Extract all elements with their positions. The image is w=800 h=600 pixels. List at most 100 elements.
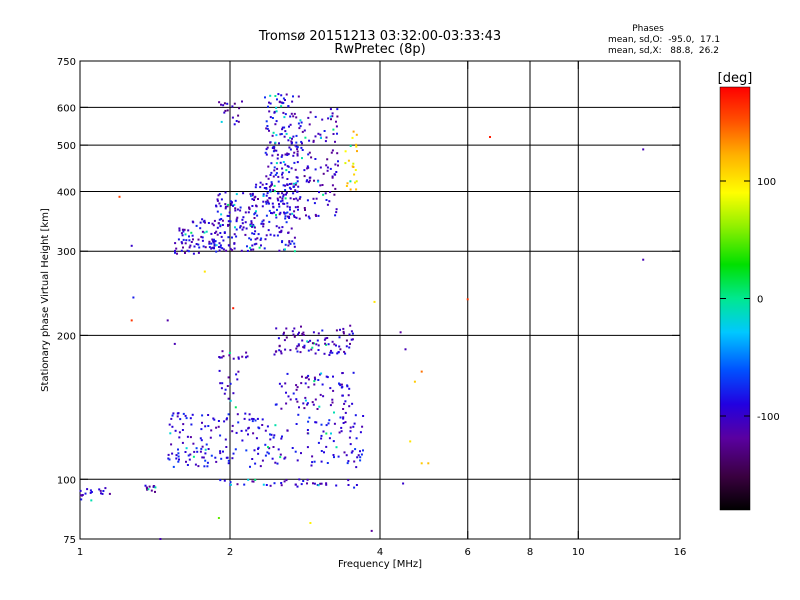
data-point <box>184 451 187 453</box>
data-point <box>225 446 228 448</box>
data-point <box>352 162 355 165</box>
data-point <box>313 376 316 379</box>
data-point <box>193 245 196 248</box>
data-point <box>318 405 321 408</box>
data-point <box>283 457 286 460</box>
data-point <box>233 247 236 250</box>
data-point <box>174 249 176 252</box>
data-point <box>279 133 282 136</box>
data-point <box>295 116 298 119</box>
data-point <box>336 152 339 155</box>
data-point <box>245 351 248 354</box>
data-point <box>267 105 269 108</box>
data-point <box>262 200 265 203</box>
data-point <box>283 135 286 138</box>
data-point <box>332 128 335 131</box>
data-point <box>171 425 174 428</box>
data-point <box>207 448 210 450</box>
data-point <box>302 331 305 334</box>
data-point <box>399 331 402 334</box>
data-point <box>306 167 309 170</box>
data-point <box>328 419 331 422</box>
data-point <box>344 411 347 414</box>
data-point <box>348 387 351 390</box>
y-tick-label: 200 <box>57 331 76 342</box>
data-point <box>362 449 364 452</box>
data-point <box>261 183 264 186</box>
data-point <box>317 180 320 183</box>
data-point <box>172 412 175 415</box>
data-point <box>216 226 219 229</box>
data-point <box>336 132 338 135</box>
data-point <box>303 346 306 349</box>
data-point <box>274 461 277 464</box>
data-point <box>188 239 191 242</box>
data-point <box>334 187 337 190</box>
data-point <box>284 456 287 459</box>
data-point <box>170 443 173 446</box>
data-point <box>204 459 207 462</box>
data-point <box>265 175 268 178</box>
data-point <box>280 229 283 232</box>
data-point <box>293 151 296 154</box>
data-point <box>89 489 92 492</box>
data-point <box>311 461 314 464</box>
data-point <box>189 453 192 456</box>
data-point <box>218 202 221 205</box>
data-point <box>274 141 277 144</box>
data-point <box>349 188 352 191</box>
data-point <box>250 220 253 223</box>
data-point <box>231 457 234 460</box>
data-point <box>198 246 201 249</box>
data-point <box>309 522 312 524</box>
data-point <box>278 142 280 145</box>
data-point <box>108 492 111 495</box>
data-point <box>325 483 328 486</box>
data-point <box>191 413 194 416</box>
data-point <box>277 192 279 195</box>
data-point <box>296 386 299 389</box>
data-point <box>320 372 323 375</box>
data-point <box>181 242 184 245</box>
data-point <box>181 441 184 444</box>
data-point <box>325 343 328 346</box>
data-point <box>335 120 337 123</box>
data-point <box>213 247 215 250</box>
data-point <box>256 417 259 420</box>
data-point <box>268 209 271 212</box>
data-point <box>221 247 224 250</box>
data-point <box>251 458 254 460</box>
data-point <box>229 200 232 203</box>
data-point <box>250 194 253 197</box>
data-point <box>293 214 295 217</box>
data-point <box>317 132 320 135</box>
data-point <box>329 167 332 170</box>
data-point <box>277 199 280 202</box>
data-point <box>254 462 257 465</box>
data-point <box>313 482 316 485</box>
data-point <box>184 252 186 254</box>
data-point <box>212 224 215 227</box>
data-point <box>150 489 153 492</box>
data-point <box>235 220 238 223</box>
data-point <box>342 408 345 410</box>
data-point <box>342 417 345 420</box>
data-point <box>349 180 352 183</box>
data-point <box>409 440 412 443</box>
data-point <box>223 392 226 395</box>
data-point <box>320 437 323 440</box>
data-point <box>287 139 290 142</box>
data-point <box>180 249 183 252</box>
data-point <box>259 186 262 189</box>
data-point <box>211 238 214 241</box>
data-point <box>154 490 156 493</box>
data-point <box>251 420 254 423</box>
data-point <box>183 228 186 231</box>
data-point <box>273 111 276 114</box>
data-point <box>176 252 178 255</box>
data-point <box>293 250 296 253</box>
data-point <box>223 102 226 105</box>
data-point <box>347 159 350 162</box>
data-point <box>174 429 177 432</box>
data-point <box>294 168 297 171</box>
